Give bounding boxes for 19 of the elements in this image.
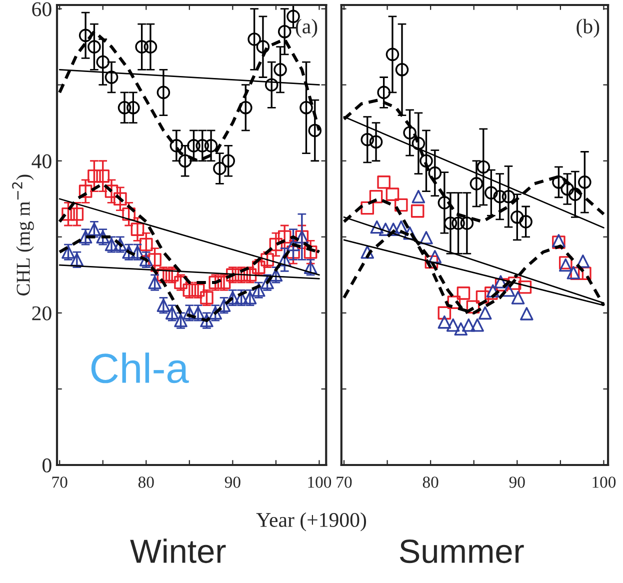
x-tick-label: 90: [509, 476, 525, 488]
x-tick-label: 100: [308, 476, 332, 488]
text: Winter: [130, 538, 226, 564]
x-axis-title: Year (+1900): [256, 512, 366, 532]
x-tick-label: 70: [52, 476, 68, 488]
y-tick-label: 60: [32, 2, 52, 16]
y-tick-label: 40: [32, 154, 52, 168]
y-tick-label: 20: [32, 306, 52, 320]
y-tick-label: 0: [42, 458, 52, 472]
x-tick-label: 100: [592, 476, 616, 488]
annotation: (b): [576, 18, 600, 38]
text: Summer: [400, 539, 524, 564]
annotation: Chl-a: [91, 352, 189, 384]
x-tick-label: 70: [336, 476, 352, 488]
x-tick-label: 90: [224, 476, 240, 488]
x-tick-label: 80: [138, 476, 154, 488]
x-tick-label: 80: [422, 476, 438, 488]
y-axis-title: CHL (mg m$^{−2}$): [12, 174, 34, 296]
annotation: (a): [296, 18, 318, 38]
